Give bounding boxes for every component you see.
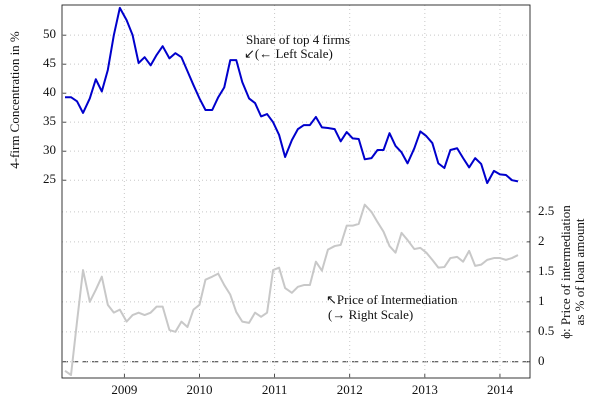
y2-tick-label: 0: [538, 353, 545, 368]
y-axis-label: 4-firm Concentration in %: [7, 31, 22, 169]
x-tick-label: 2009: [111, 382, 137, 397]
x-tick-label: 2012: [337, 382, 363, 397]
y2-tick-label: 1: [538, 293, 545, 308]
y-tick-label: 45: [43, 55, 56, 70]
y-tick-label: 30: [43, 142, 56, 157]
series-line: [64, 203, 519, 376]
x-tick-label: 2010: [186, 382, 212, 397]
x-tick-label: 2013: [412, 382, 438, 397]
y-tick-label: 25: [43, 171, 56, 186]
annotation: ↖Price of Intermediation: [326, 292, 458, 307]
y2-tick-label: 2.5: [538, 203, 554, 218]
y2-axis-label: ϕ: Price of intermediation: [558, 205, 573, 339]
y-tick-label: 50: [43, 26, 56, 41]
series-line: [65, 6, 519, 185]
y2-tick-label: 0.5: [538, 323, 554, 338]
y-tick-label: 40: [43, 84, 56, 99]
x-tick-label: 2014: [487, 382, 514, 397]
x-tick-label: 2011: [262, 382, 288, 397]
y2-tick-label: 1.5: [538, 263, 554, 278]
plot-frame: [61, 4, 531, 379]
annotation: ↙(← Left Scale): [244, 46, 333, 61]
y2-tick-label: 2: [538, 233, 545, 248]
y-tick-label: 35: [43, 113, 56, 128]
y2-axis-label: as % of loan amount: [572, 218, 587, 325]
annotation: Share of top 4 firms: [246, 32, 350, 47]
annotation: (→ Right Scale): [328, 307, 413, 322]
